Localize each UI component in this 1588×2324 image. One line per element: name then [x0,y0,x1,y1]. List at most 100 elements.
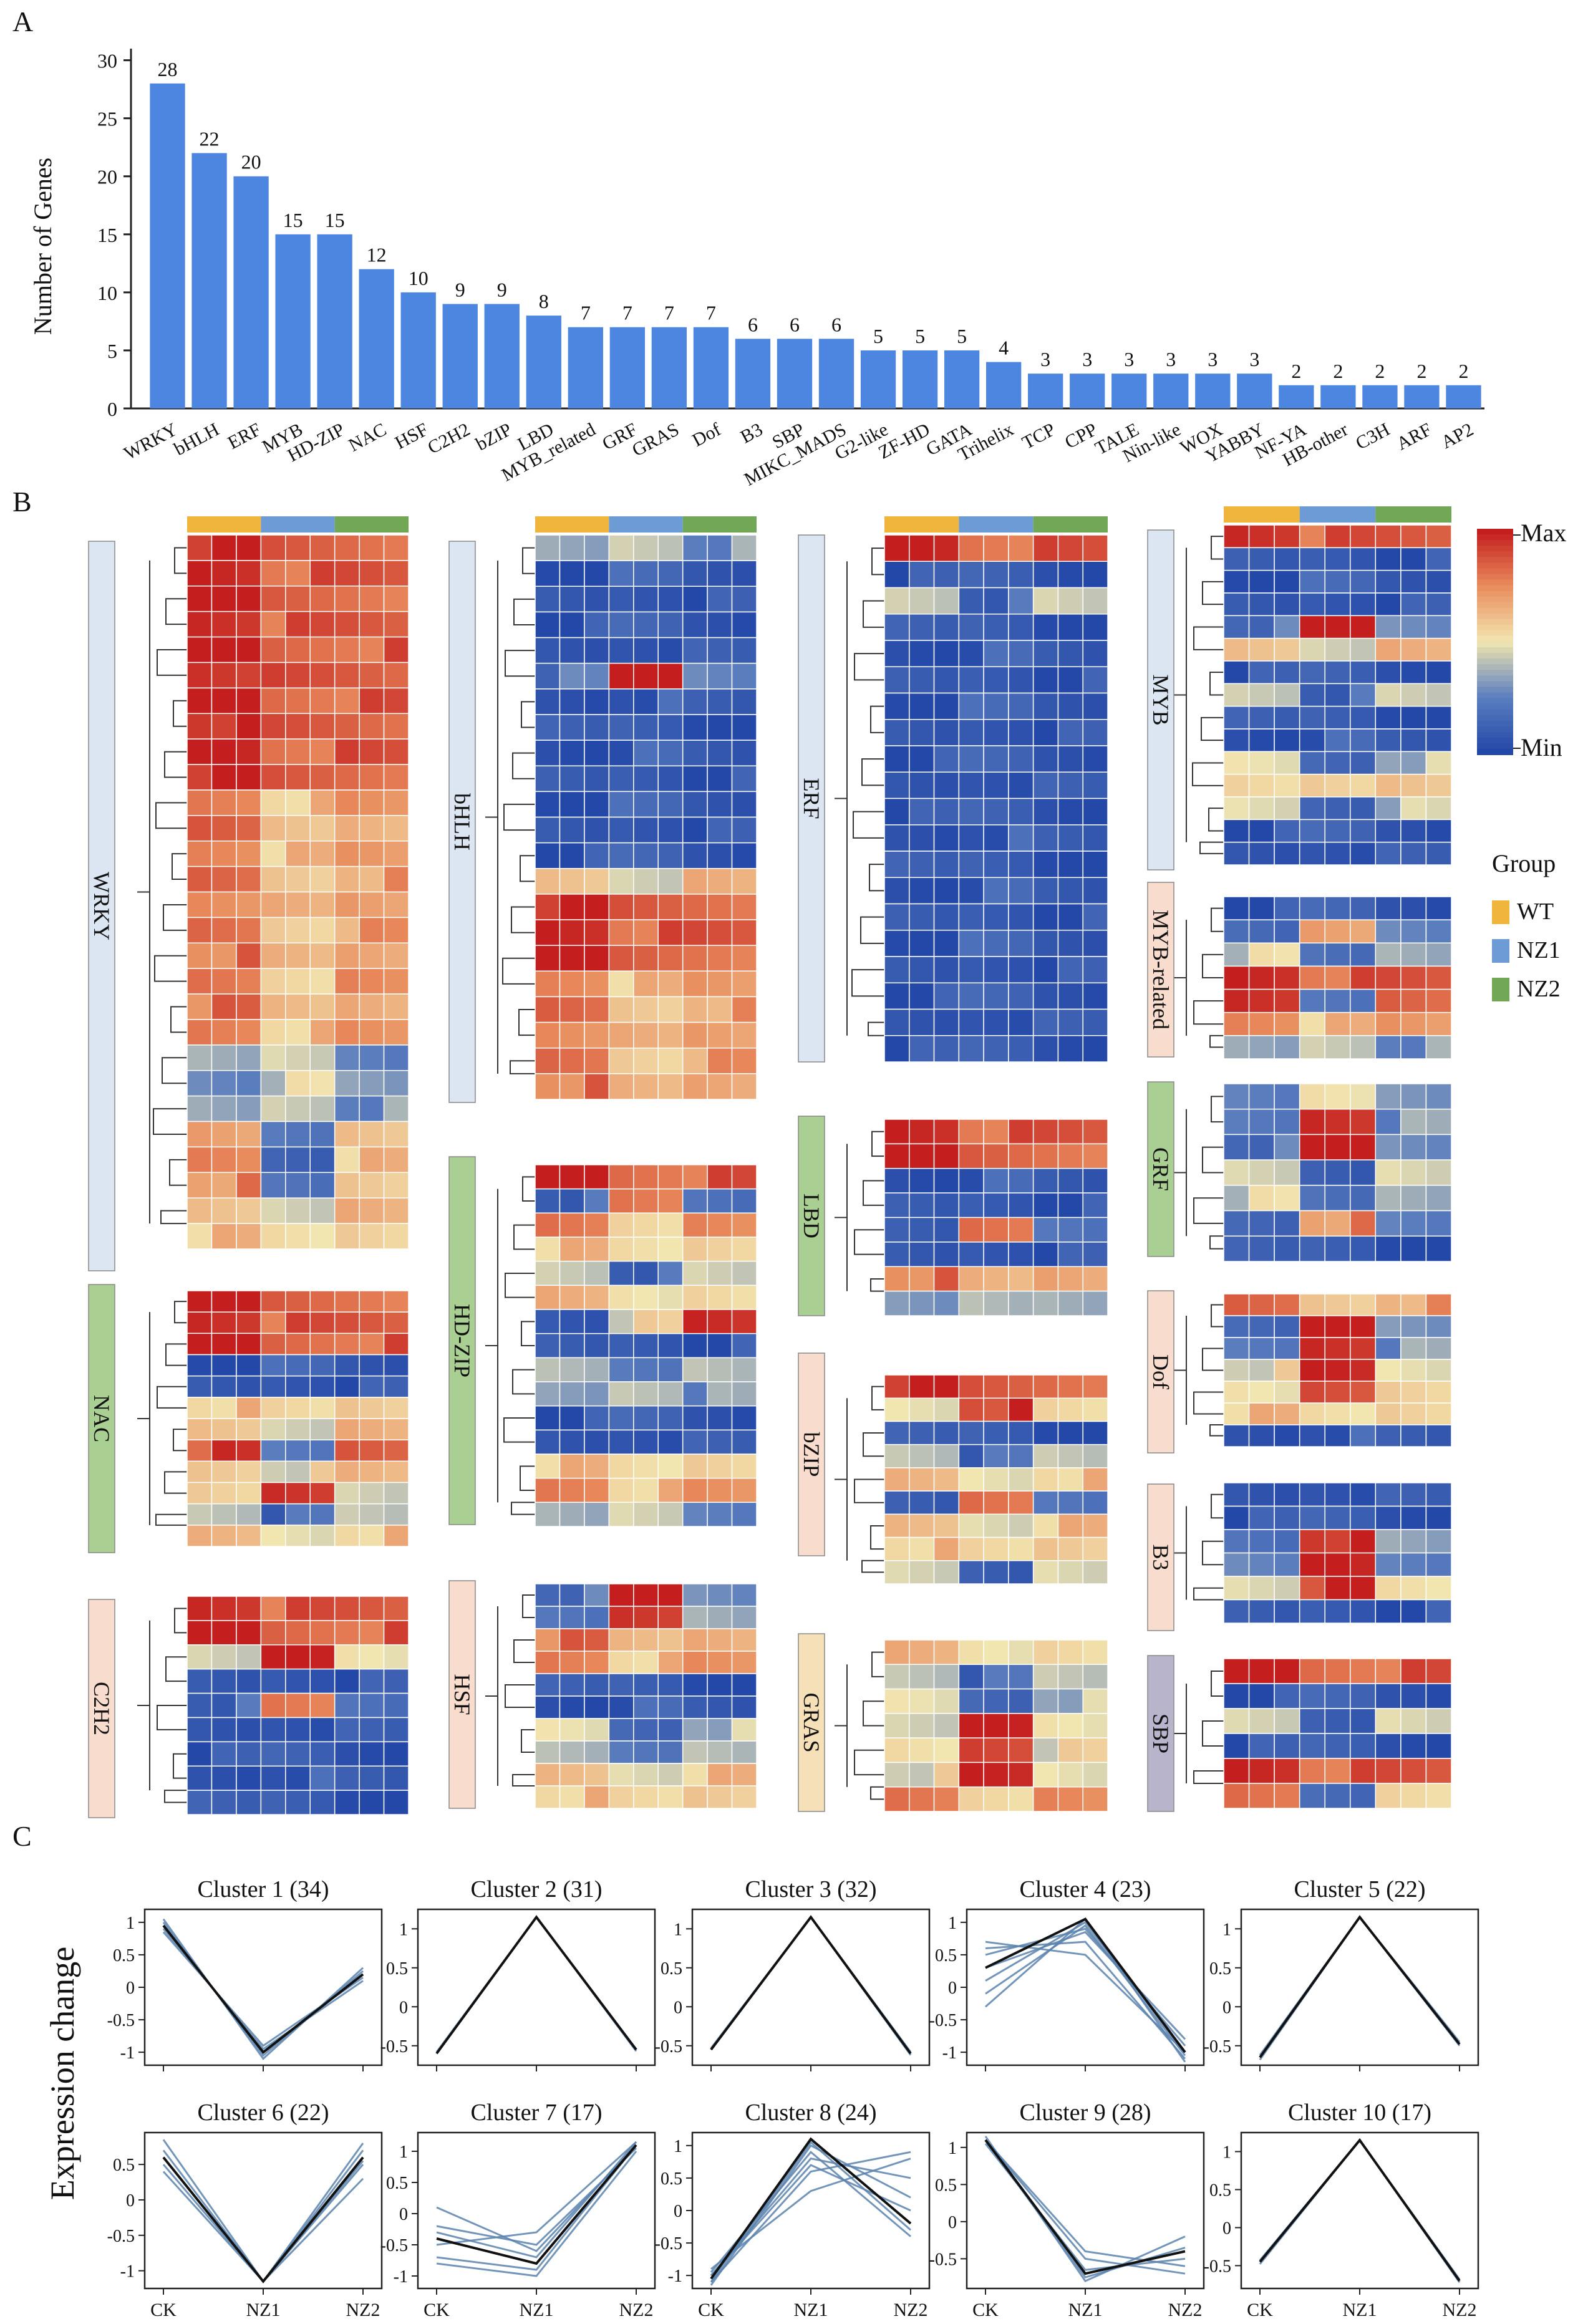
heatmap-cell [707,611,733,639]
heatmap-cell [1375,1315,1402,1338]
heatmap-cell [1248,660,1275,685]
heatmap-cells [1223,1083,1452,1262]
heatmap-cell [1248,988,1275,1013]
cluster-trace [710,2158,911,2270]
heatmap-cell [1057,1444,1083,1468]
scale-gradient-step [1477,653,1513,660]
heatmap-cell [334,662,360,689]
heatmap-myb: MYB [1147,506,1452,870]
cluster-y-tick-label: -1 [668,2267,682,2286]
heatmap-cell [958,1168,984,1193]
dendrogram-branch [1211,1304,1224,1328]
heatmap-cell [1425,615,1452,639]
heatmap-cell [1248,637,1275,662]
heatmap-cell [958,956,984,983]
heatmap-cell [186,764,213,791]
heatmap-cell [1032,1420,1059,1445]
heatmap-cell [285,1525,311,1547]
heatmap-cell [186,1525,213,1547]
heatmap-cell [1032,1397,1059,1422]
heatmap-cell [584,894,610,920]
scale-gradient-step [1477,591,1513,597]
heatmap-cell [359,942,385,969]
heatmap-cell [211,662,237,689]
heatmap-cell [958,666,984,694]
heatmap-cell [983,1688,1009,1714]
heatmap-cell [958,798,984,826]
cluster-trace [436,2151,637,2277]
heatmap-cell [211,1503,237,1526]
heatmap-cell [1299,896,1325,920]
heatmap-cell [1400,1402,1427,1425]
scale-gradient-step [1477,546,1513,552]
heatmap-cell [186,1503,213,1526]
heatmap-cell [731,1285,757,1310]
heatmap-cell [657,1718,684,1742]
heatmap-cell [1082,1242,1108,1267]
heatmap-cell [884,1168,910,1193]
heatmap-cell [236,687,262,715]
heatmap-cell [633,1164,659,1190]
heatmap-cell [1057,561,1083,589]
scale-gradient-step [1477,557,1513,564]
dendrogram-branch [157,1386,187,1409]
heatmap-cell [909,1490,935,1515]
heatmap-cell [909,1143,935,1169]
heatmap-cell [236,1644,262,1670]
scale-gradient-step [1477,602,1513,609]
heatmap-cell [909,982,935,1010]
cluster-y-tick-label: 0 [399,2205,408,2224]
heatmap-cell [1425,1552,1452,1577]
dendrogram-branch [511,906,535,933]
heatmap-bzip: bZIP [798,1352,1108,1584]
heatmap-cell [983,1664,1009,1690]
heatmap-cell [584,868,610,895]
heatmap-b3: B3 [1147,1482,1452,1631]
heatmap-cell [559,919,585,946]
heatmap-cell [1299,1185,1325,1212]
heatmap-cell [657,740,684,766]
cluster-y-tick-label: 1 [399,1920,408,1939]
heatmap-cell [933,666,960,694]
heatmap-cell [657,894,684,920]
heatmap-cell [1082,851,1108,878]
heatmap-cell [1425,1185,1452,1212]
heatmap-cell [236,1668,262,1694]
heatmap-cell [1248,524,1275,549]
heatmap-cell [260,687,286,715]
heatmap-cell [958,1513,984,1538]
heatmap-cell [211,713,237,740]
heatmap-cell [1248,1315,1275,1338]
heatmap-cell [633,586,659,613]
heatmap-cell [1008,1242,1034,1267]
heatmap-cell [559,1718,585,1742]
heatmap-cell [1324,1134,1351,1160]
heatmap-cell [309,1503,336,1526]
heatmap-cell [933,1290,960,1316]
heatmap-cell [1299,773,1325,798]
heatmap-cell [211,1354,237,1377]
heatmap-cell [657,586,684,613]
heatmap-cell [1299,751,1325,775]
heatmap-cell [909,903,935,931]
dendrogram-branch [511,1502,535,1515]
heatmap-cell [186,1095,213,1122]
heatmap-cell [211,1333,237,1356]
heatmap-cell [1032,1467,1059,1492]
heatmap-cell [608,1188,634,1214]
heatmap-cell [657,1260,684,1286]
heatmap-cell [1223,1293,1250,1316]
heatmap-cell [1248,965,1275,990]
heatmap-cell [1299,1658,1325,1684]
dendrogram [1174,1304,1224,1437]
heatmap-cell [1008,1168,1034,1193]
heatmap-cell [535,1583,561,1607]
heatmap-cell [260,1375,286,1398]
bar-value-label: 3 [1082,348,1092,370]
heatmap-cell [211,1717,237,1743]
heatmap-cell [535,586,561,613]
heatmap-cell [657,1381,684,1407]
heatmap-cell [359,1418,385,1440]
heatmap-cell [285,662,311,689]
heatmap-cell [682,1285,708,1310]
